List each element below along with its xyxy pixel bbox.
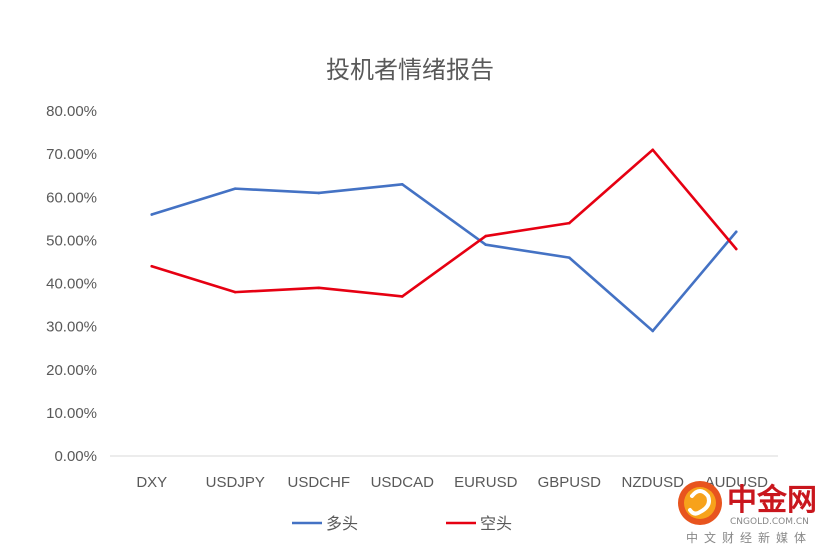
y-tick-label: 40.00% bbox=[46, 276, 97, 293]
y-tick-label: 60.00% bbox=[46, 189, 97, 206]
x-tick-label: USDCAD bbox=[371, 474, 435, 491]
x-tick-label: USDJPY bbox=[206, 474, 265, 491]
legend: 多头 空头 bbox=[292, 514, 512, 533]
data-point bbox=[484, 234, 488, 238]
data-point bbox=[734, 247, 738, 251]
data-point bbox=[150, 264, 154, 268]
y-tick-label: 10.00% bbox=[46, 405, 97, 422]
watermark-brand: 中金网 bbox=[727, 483, 817, 518]
x-tick-label: NZDUSD bbox=[622, 474, 685, 491]
x-tick-label: USDCHF bbox=[288, 474, 351, 491]
data-point bbox=[317, 286, 321, 290]
legend-label: 多头 bbox=[326, 514, 358, 533]
y-tick-label: 70.00% bbox=[46, 146, 97, 163]
x-tick-label: AUDUSD bbox=[705, 474, 769, 491]
data-point bbox=[651, 329, 655, 333]
data-point bbox=[233, 290, 237, 294]
cngold-logo-icon bbox=[678, 481, 722, 525]
series-line-1 bbox=[150, 148, 738, 298]
x-axis: DXY USDJPY USDCHF USDCAD EURUSD GBPUSD NZDUSD A… bbox=[136, 474, 768, 491]
data-point bbox=[400, 295, 404, 298]
watermark-domain: CNGOLD.COM.CN bbox=[730, 517, 809, 527]
data-point bbox=[150, 213, 154, 216]
data-point bbox=[233, 187, 237, 190]
y-tick-label: 80.00% bbox=[46, 103, 97, 120]
data-point bbox=[567, 256, 571, 259]
data-point bbox=[317, 191, 321, 195]
y-axis: 0.00% 10.00% 20.00% 30.00% 40.00% 50.00% 60.00… bbox=[46, 103, 97, 465]
data-point bbox=[734, 230, 738, 234]
watermark-slogan: 中文财经新媒体 bbox=[686, 530, 812, 545]
data-point bbox=[400, 183, 404, 186]
data-point bbox=[567, 221, 571, 225]
y-tick-label: 50.00% bbox=[46, 232, 97, 249]
watermark: 中金网 CNGOLD.COM.CN 中文财经新媒体 bbox=[678, 481, 817, 545]
y-tick-label: 0.00% bbox=[54, 448, 97, 465]
series-group bbox=[150, 148, 738, 333]
data-point bbox=[484, 243, 488, 246]
x-tick-label: EURUSD bbox=[454, 474, 518, 491]
x-tick-label: DXY bbox=[136, 474, 167, 491]
x-tick-label: GBPUSD bbox=[538, 474, 602, 491]
legend-label: 空头 bbox=[480, 514, 512, 533]
data-point bbox=[651, 148, 655, 152]
y-tick-label: 20.00% bbox=[46, 362, 97, 379]
series-line-0 bbox=[150, 183, 738, 333]
chart-title: 投机者情绪报告 bbox=[326, 56, 494, 84]
y-tick-label: 30.00% bbox=[46, 319, 97, 336]
